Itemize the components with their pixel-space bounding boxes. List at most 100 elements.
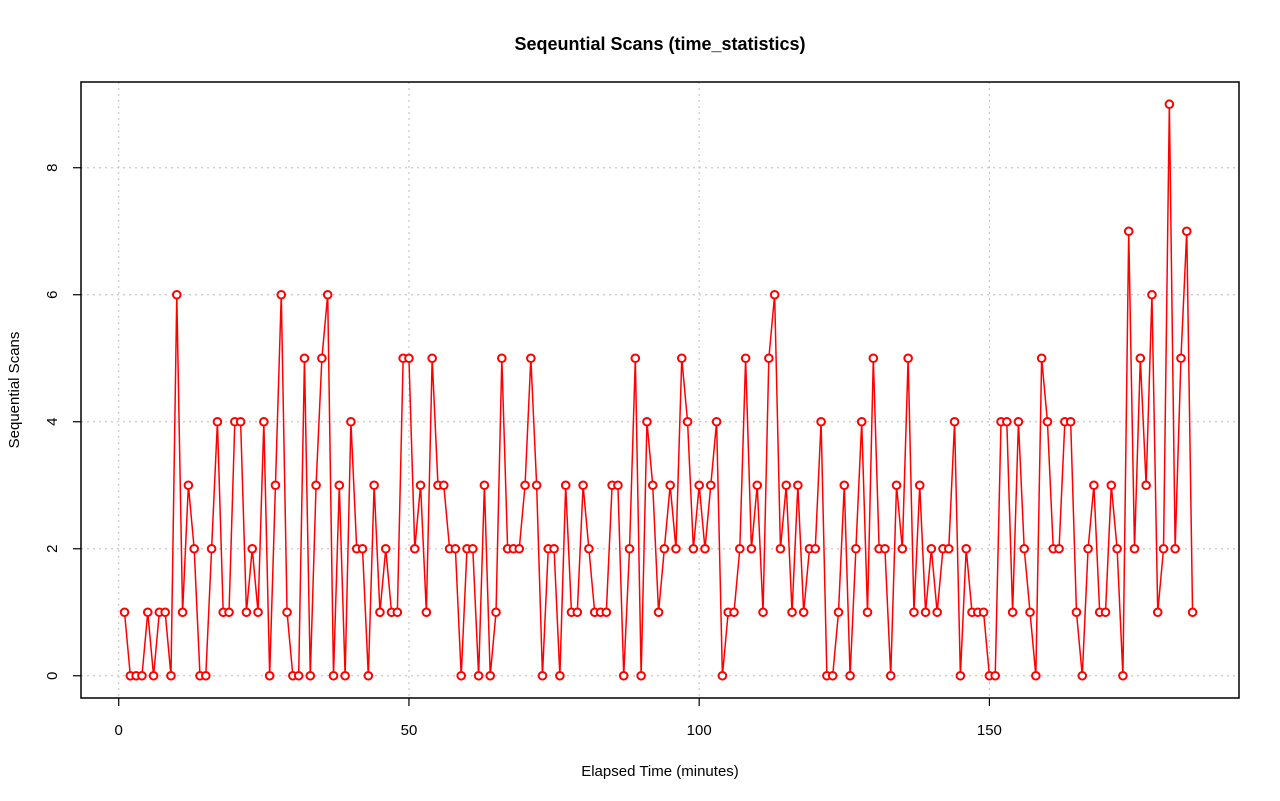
data-point-114 [775, 543, 786, 554]
x-tick-label-100: 100 [687, 722, 712, 739]
data-point-138 [914, 480, 925, 491]
data-point-166 [1077, 670, 1088, 681]
data-point-16 [206, 543, 217, 554]
data-point-165 [1071, 607, 1082, 618]
data-point-39 [340, 670, 350, 681]
data-point-178 [1147, 289, 1157, 300]
data-point-79 [572, 607, 583, 618]
data-point-4 [137, 670, 147, 681]
data-point-88 [624, 543, 635, 554]
data-point-121 [816, 416, 826, 427]
data-point-144 [949, 416, 960, 427]
data-point-17 [212, 416, 223, 427]
data-point-139 [920, 607, 931, 618]
data-point-183 [1176, 353, 1186, 364]
data-point-179 [1152, 607, 1163, 618]
data-point-134 [891, 480, 902, 491]
data-point-76 [555, 670, 565, 681]
data-point-80 [578, 480, 588, 491]
data-point-63 [479, 480, 490, 491]
data-point-15 [201, 670, 211, 681]
data-point-61 [468, 543, 478, 554]
data-point-128 [856, 416, 867, 427]
data-point-173 [1118, 670, 1128, 681]
data-point-182 [1170, 543, 1180, 554]
data-point-107 [735, 543, 745, 554]
data-point-40 [346, 416, 356, 427]
data-point-95 [665, 480, 675, 491]
data-point-100 [694, 480, 704, 491]
data-point-177 [1141, 480, 1151, 491]
data-point-143 [943, 543, 954, 554]
data-point-175 [1129, 543, 1140, 554]
y-axis-label: Sequential Scans [6, 332, 23, 449]
data-point-160 [1042, 416, 1053, 427]
data-point-132 [880, 543, 890, 554]
data-point-59 [456, 670, 467, 681]
data-point-72 [531, 480, 542, 491]
data-point-48 [392, 607, 403, 618]
data-point-130 [868, 353, 879, 364]
data-point-168 [1089, 480, 1099, 491]
data-point-23 [247, 543, 258, 554]
y-axis: 0 2 4 6 8 [44, 164, 81, 680]
data-point-98 [682, 416, 693, 427]
data-point-50 [404, 353, 414, 364]
data-point-116 [787, 607, 797, 618]
data-point-109 [746, 543, 757, 554]
data-point-96 [671, 543, 681, 554]
data-point-156 [1019, 543, 1030, 554]
x-axis: 0 50 100 150 [115, 698, 1002, 739]
data-point-111 [758, 607, 768, 618]
data-point-117 [793, 480, 803, 491]
data-point-42 [357, 543, 368, 554]
data-point-108 [740, 353, 751, 364]
data-point-176 [1135, 353, 1146, 364]
data-point-113 [769, 289, 780, 300]
data-point-24 [253, 607, 263, 618]
data-point-145 [955, 670, 966, 681]
y-tick-label-6: 6 [44, 291, 61, 299]
data-point-135 [897, 543, 908, 554]
data-point-167 [1083, 543, 1093, 554]
data-point-101 [700, 543, 710, 554]
data-point-87 [618, 670, 629, 681]
data-point-140 [926, 543, 937, 554]
data-point-84 [601, 607, 612, 618]
data-point-162 [1054, 543, 1064, 554]
data-point-86 [613, 480, 623, 491]
data-point-141 [932, 607, 942, 618]
data-point-151 [990, 670, 1001, 681]
data-point-118 [798, 607, 809, 618]
data-point-102 [705, 480, 716, 491]
data-point-126 [845, 670, 855, 681]
x-axis-label: Elapsed Time (minutes) [581, 763, 739, 780]
data-point-62 [473, 670, 484, 681]
data-point-158 [1031, 670, 1041, 681]
data-point-35 [317, 353, 327, 364]
y-tick-label-2: 2 [44, 545, 61, 553]
data-point-37 [328, 670, 339, 681]
data-point-171 [1106, 480, 1117, 491]
data-point-6 [148, 670, 159, 681]
data-point-184 [1181, 226, 1192, 237]
data-point-53 [421, 607, 432, 618]
data-point-25 [259, 416, 269, 427]
data-point-106 [729, 607, 739, 618]
data-point-13 [189, 543, 199, 554]
data-point-1 [119, 607, 130, 618]
data-point-185 [1187, 607, 1198, 618]
series-sequential-scans [119, 99, 1198, 681]
data-point-133 [885, 670, 896, 681]
data-point-172 [1112, 543, 1122, 554]
data-point-54 [427, 353, 437, 364]
data-point-154 [1007, 607, 1018, 618]
chart-title: Seqeuntial Scans (time_statistics) [514, 34, 805, 54]
data-point-77 [560, 480, 571, 491]
data-point-58 [450, 543, 461, 554]
y-tick-label-8: 8 [44, 164, 61, 172]
data-point-181 [1164, 99, 1175, 110]
data-point-157 [1025, 607, 1035, 618]
data-point-73 [537, 670, 548, 681]
